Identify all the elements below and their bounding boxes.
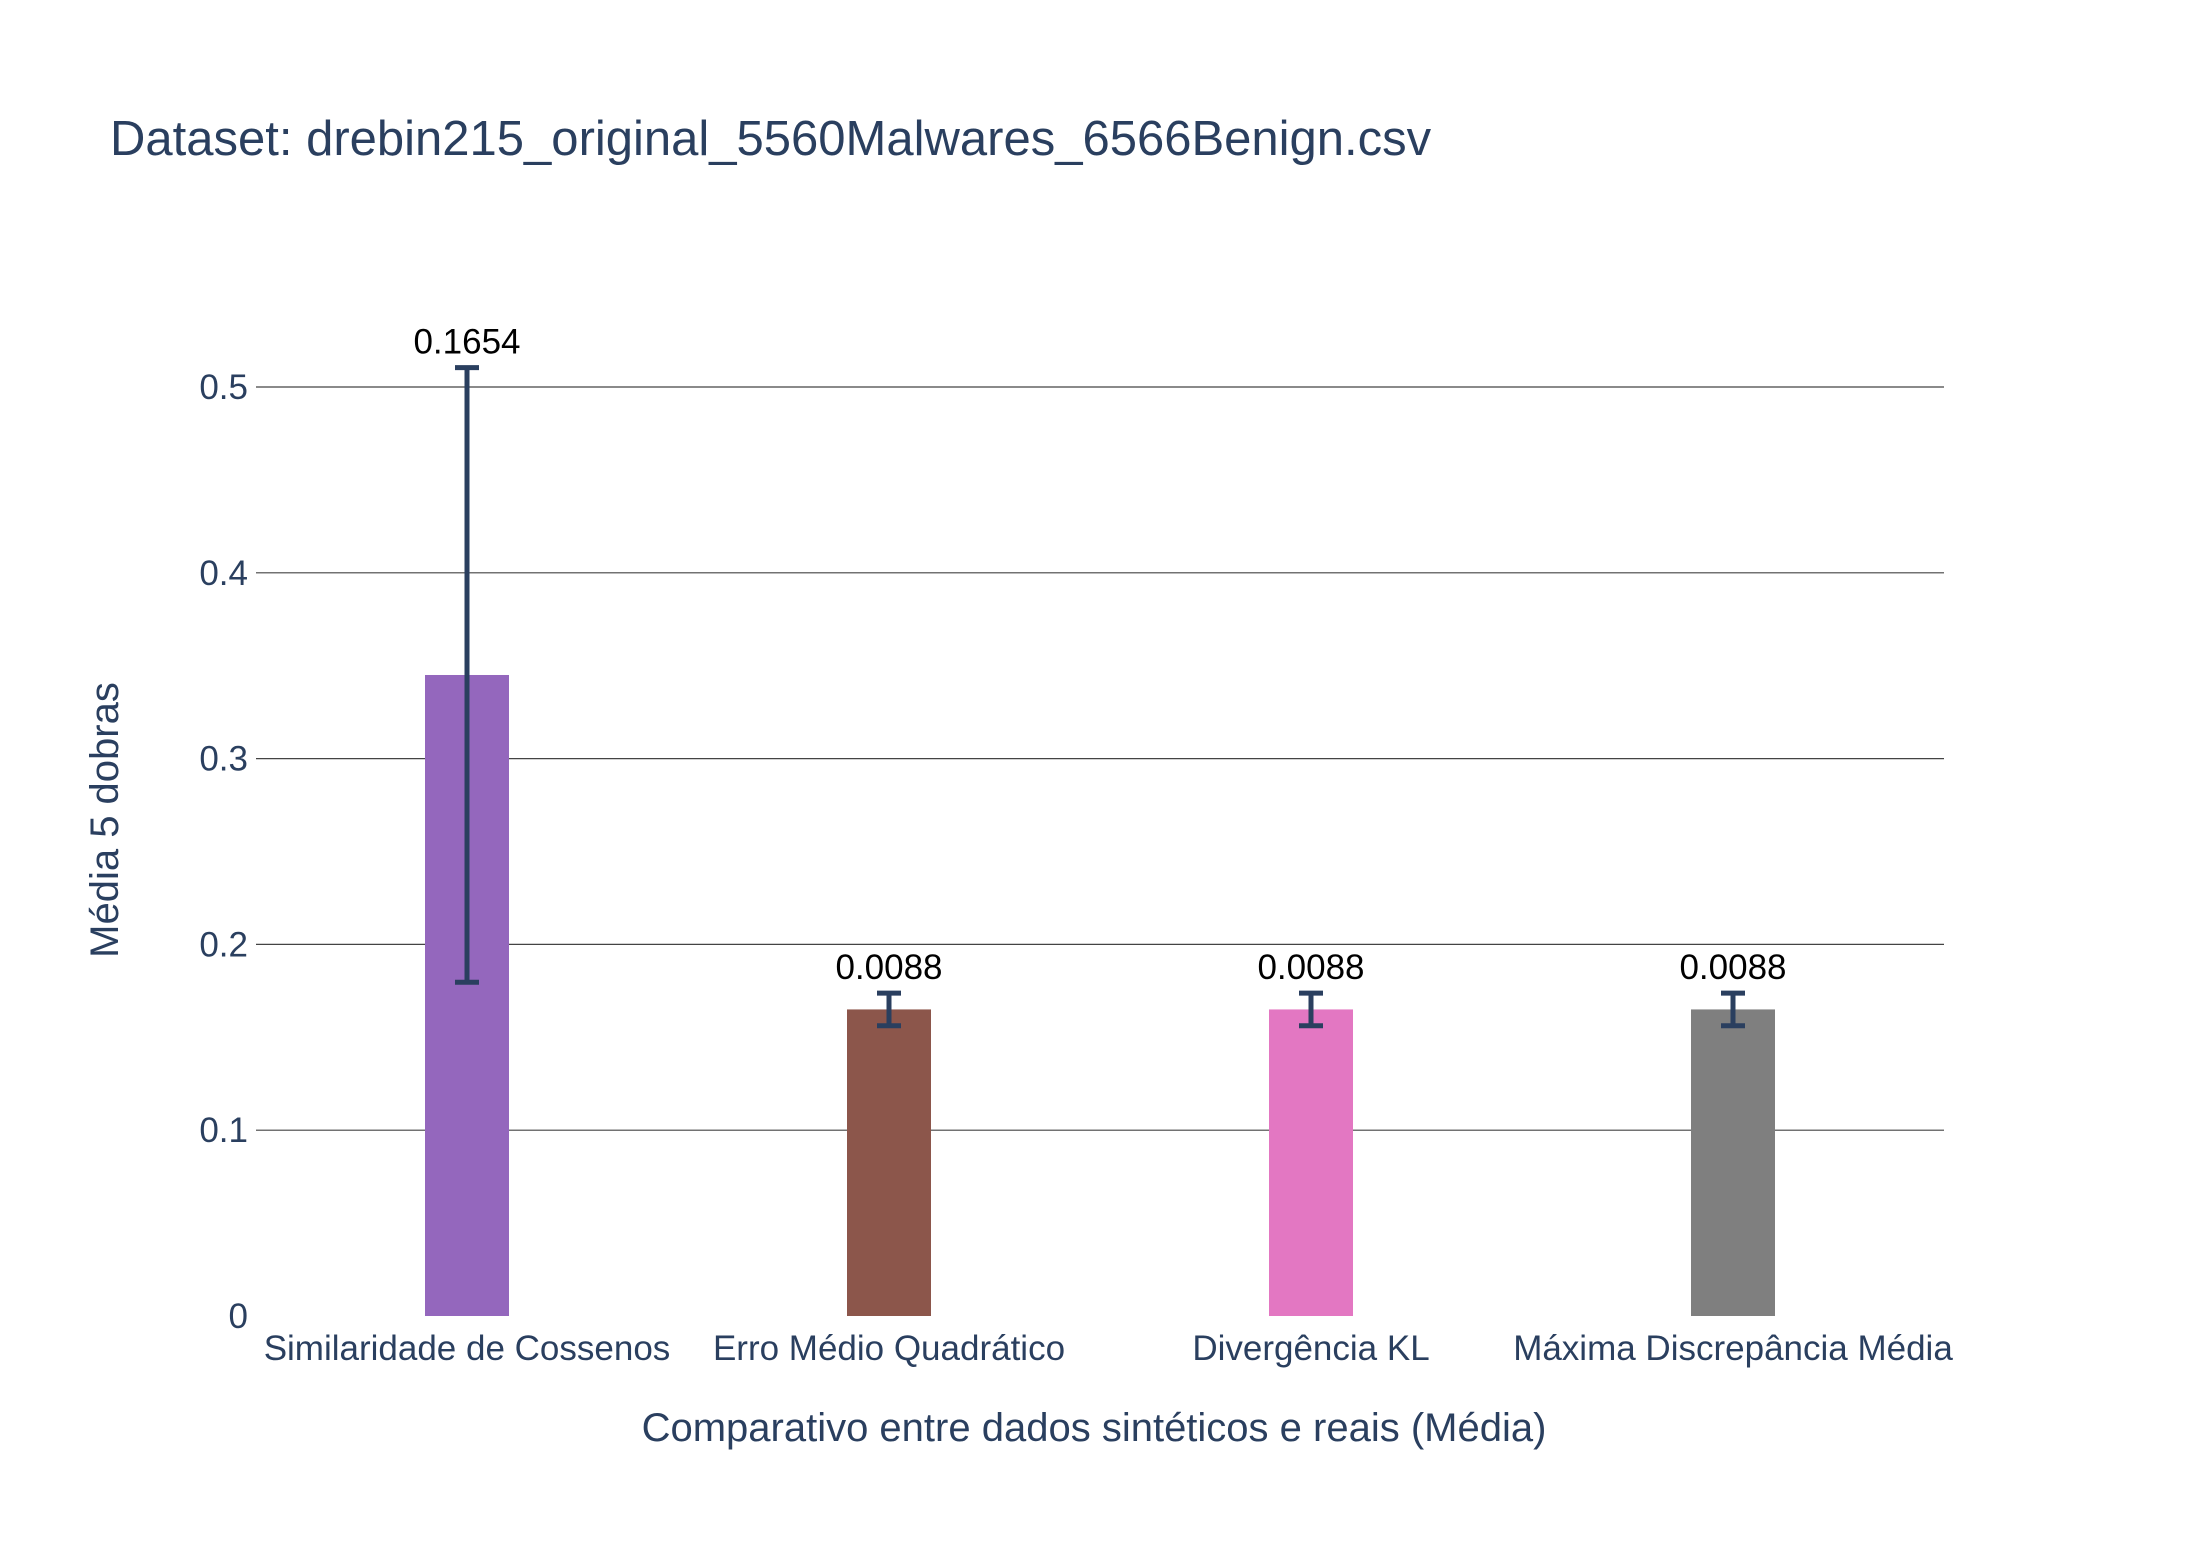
x-tick-label: Divergência KL <box>1192 1329 1429 1368</box>
error-bar <box>1721 990 1745 1029</box>
x-ticks: Similaridade de Cossenos Erro Médio Quadr… <box>264 1329 1954 1368</box>
error-bar <box>877 990 901 1029</box>
y-tick-label: 0 <box>229 1297 248 1336</box>
y-tick-label: 0.5 <box>199 368 248 407</box>
data-labels: 0.1654 0.0088 0.0088 0.0088 <box>413 323 1786 987</box>
y-ticks: 0 0.1 0.2 0.3 0.4 0.5 <box>199 368 248 1336</box>
y-tick-label: 0.2 <box>199 925 248 964</box>
error-bar <box>1299 990 1323 1029</box>
data-label: 0.1654 <box>413 323 520 362</box>
bar <box>1269 1009 1353 1316</box>
x-tick-label: Erro Médio Quadrático <box>713 1329 1065 1368</box>
bar <box>1691 1009 1775 1316</box>
y-axis-title: Média 5 dobras <box>83 682 127 958</box>
data-label: 0.0088 <box>835 948 942 987</box>
y-tick-label: 0.1 <box>199 1111 248 1150</box>
y-tick-label: 0.3 <box>199 740 248 779</box>
x-tick-label: Similaridade de Cossenos <box>264 1329 671 1368</box>
data-label: 0.0088 <box>1257 948 1364 987</box>
x-tick-label: Máxima Discrepância Média <box>1513 1329 1953 1368</box>
chart-title: Dataset: drebin215_original_5560Malwares… <box>110 112 1432 166</box>
data-label: 0.0088 <box>1679 948 1786 987</box>
gridlines <box>256 386 1944 1131</box>
y-tick-label: 0.4 <box>199 554 248 593</box>
bar <box>847 1009 931 1316</box>
bars <box>425 674 1775 1316</box>
x-axis-title: Comparativo entre dados sintéticos e rea… <box>642 1406 1547 1450</box>
error-bars <box>455 365 1745 1029</box>
error-bar <box>455 365 479 985</box>
